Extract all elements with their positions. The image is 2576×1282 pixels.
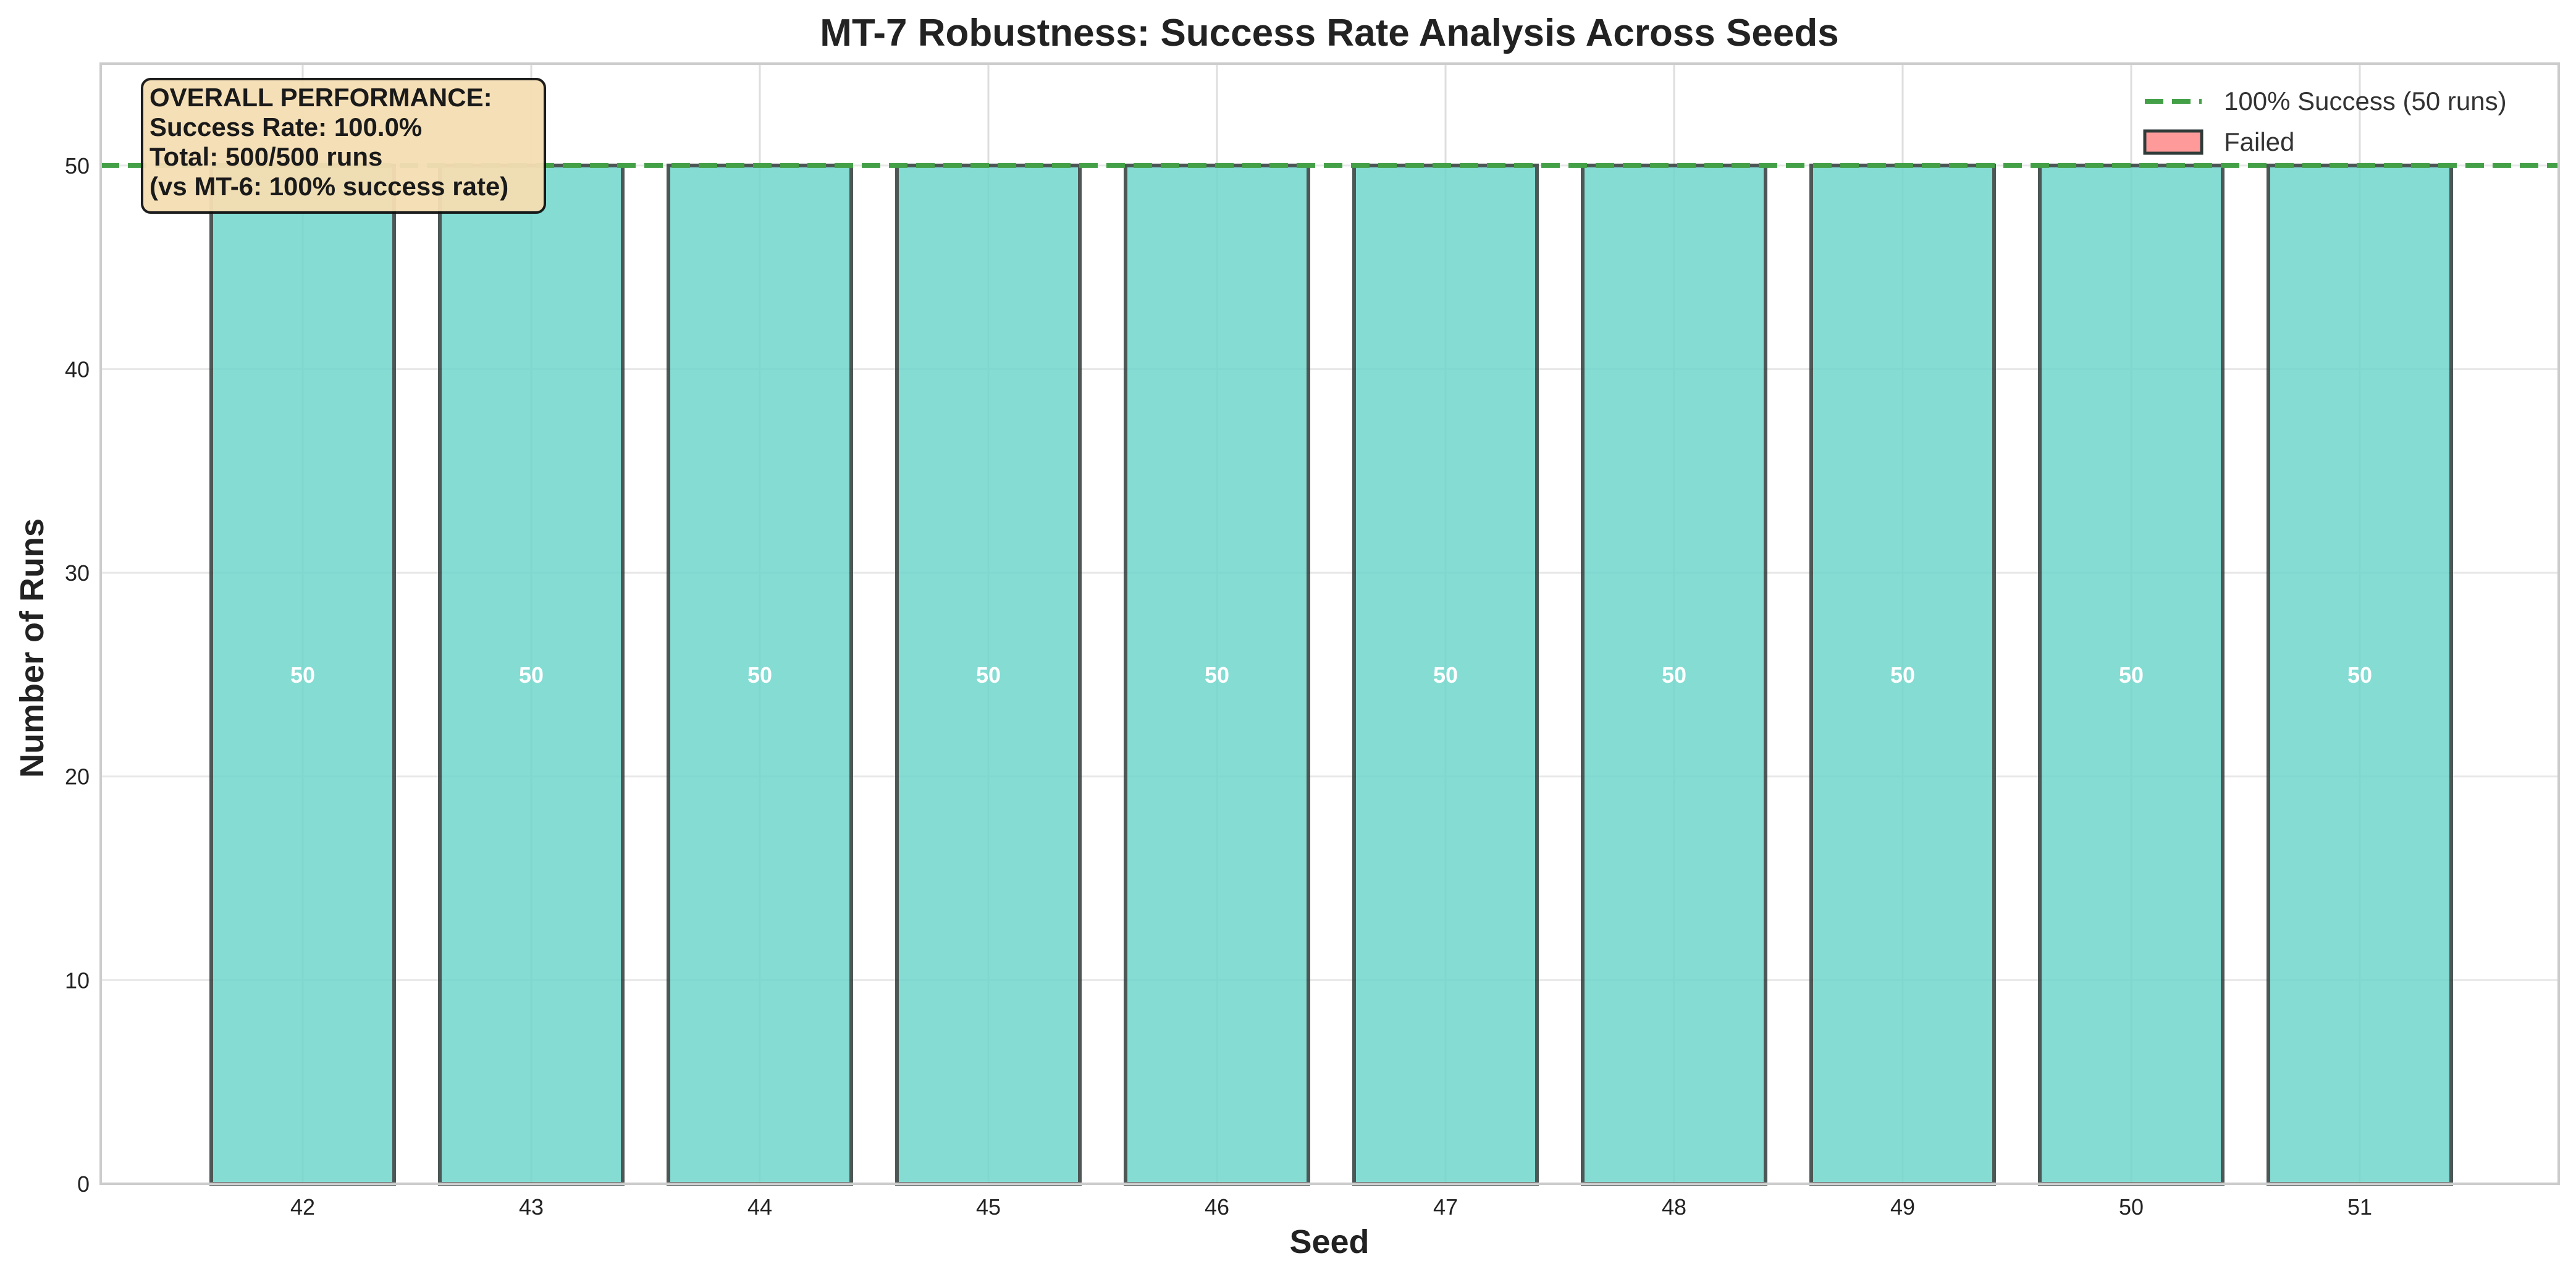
bar-value-label: 50: [2119, 662, 2144, 688]
x-tick-label: 45: [976, 1194, 1001, 1220]
bar-seed-43: [438, 163, 625, 1186]
bar-seed-45: [895, 163, 1082, 1186]
x-axis-label: Seed: [1289, 1223, 1369, 1260]
chart-title: MT-7 Robustness: Success Rate Analysis A…: [820, 12, 1838, 54]
x-tick-label: 50: [2119, 1194, 2144, 1220]
bar-value-label: 50: [1433, 662, 1458, 688]
bar-value-label: 50: [976, 662, 1001, 688]
bar-value-label: 50: [1662, 662, 1686, 688]
bar-value-label: 50: [290, 662, 315, 688]
legend-failed-label: Failed: [2224, 127, 2294, 156]
x-tick-label: 43: [519, 1194, 544, 1220]
annotation-line: Success Rate: 100.0%: [149, 112, 422, 141]
y-tick-label: 30: [65, 560, 90, 586]
legend-failed-swatch: [2143, 129, 2203, 155]
x-tick-label: 44: [747, 1194, 772, 1220]
bar-seed-48: [1581, 163, 1767, 1186]
annotation-line: (vs MT-6: 100% success rate): [149, 172, 508, 201]
bar-value-label: 50: [1890, 662, 1915, 688]
annotation-line: OVERALL PERFORMANCE:: [149, 83, 492, 112]
y-tick-label: 0: [77, 1171, 90, 1197]
bar-value-label: 50: [747, 662, 772, 688]
annotation-line: Total: 500/500 runs: [149, 142, 382, 171]
bar-seed-49: [1809, 163, 1996, 1186]
x-tick-label: 51: [2347, 1194, 2372, 1220]
bar-value-label: 50: [1205, 662, 1229, 688]
bar-seed-46: [1124, 163, 1310, 1186]
bar-seed-50: [2038, 163, 2225, 1186]
legend-reference-label: 100% Success (50 runs): [2224, 86, 2507, 116]
bar-seed-44: [667, 163, 853, 1186]
y-tick-label: 50: [65, 153, 90, 179]
bar-value-label: 50: [519, 662, 544, 688]
bar-seed-51: [2267, 163, 2453, 1186]
y-tick-label: 20: [65, 764, 90, 790]
bar-value-label: 50: [2347, 662, 2372, 688]
annotation-box: [141, 78, 546, 214]
y-tick-label: 10: [65, 968, 90, 993]
x-tick-label: 42: [290, 1194, 315, 1220]
x-tick-label: 47: [1433, 1194, 1458, 1220]
x-tick-label: 49: [1890, 1194, 1915, 1220]
x-tick-label: 48: [1662, 1194, 1686, 1220]
plot-frame: [99, 62, 2560, 1185]
x-tick-label: 46: [1205, 1194, 1229, 1220]
y-axis-label: Number of Runs: [14, 518, 51, 778]
y-tick-label: 40: [65, 356, 90, 382]
